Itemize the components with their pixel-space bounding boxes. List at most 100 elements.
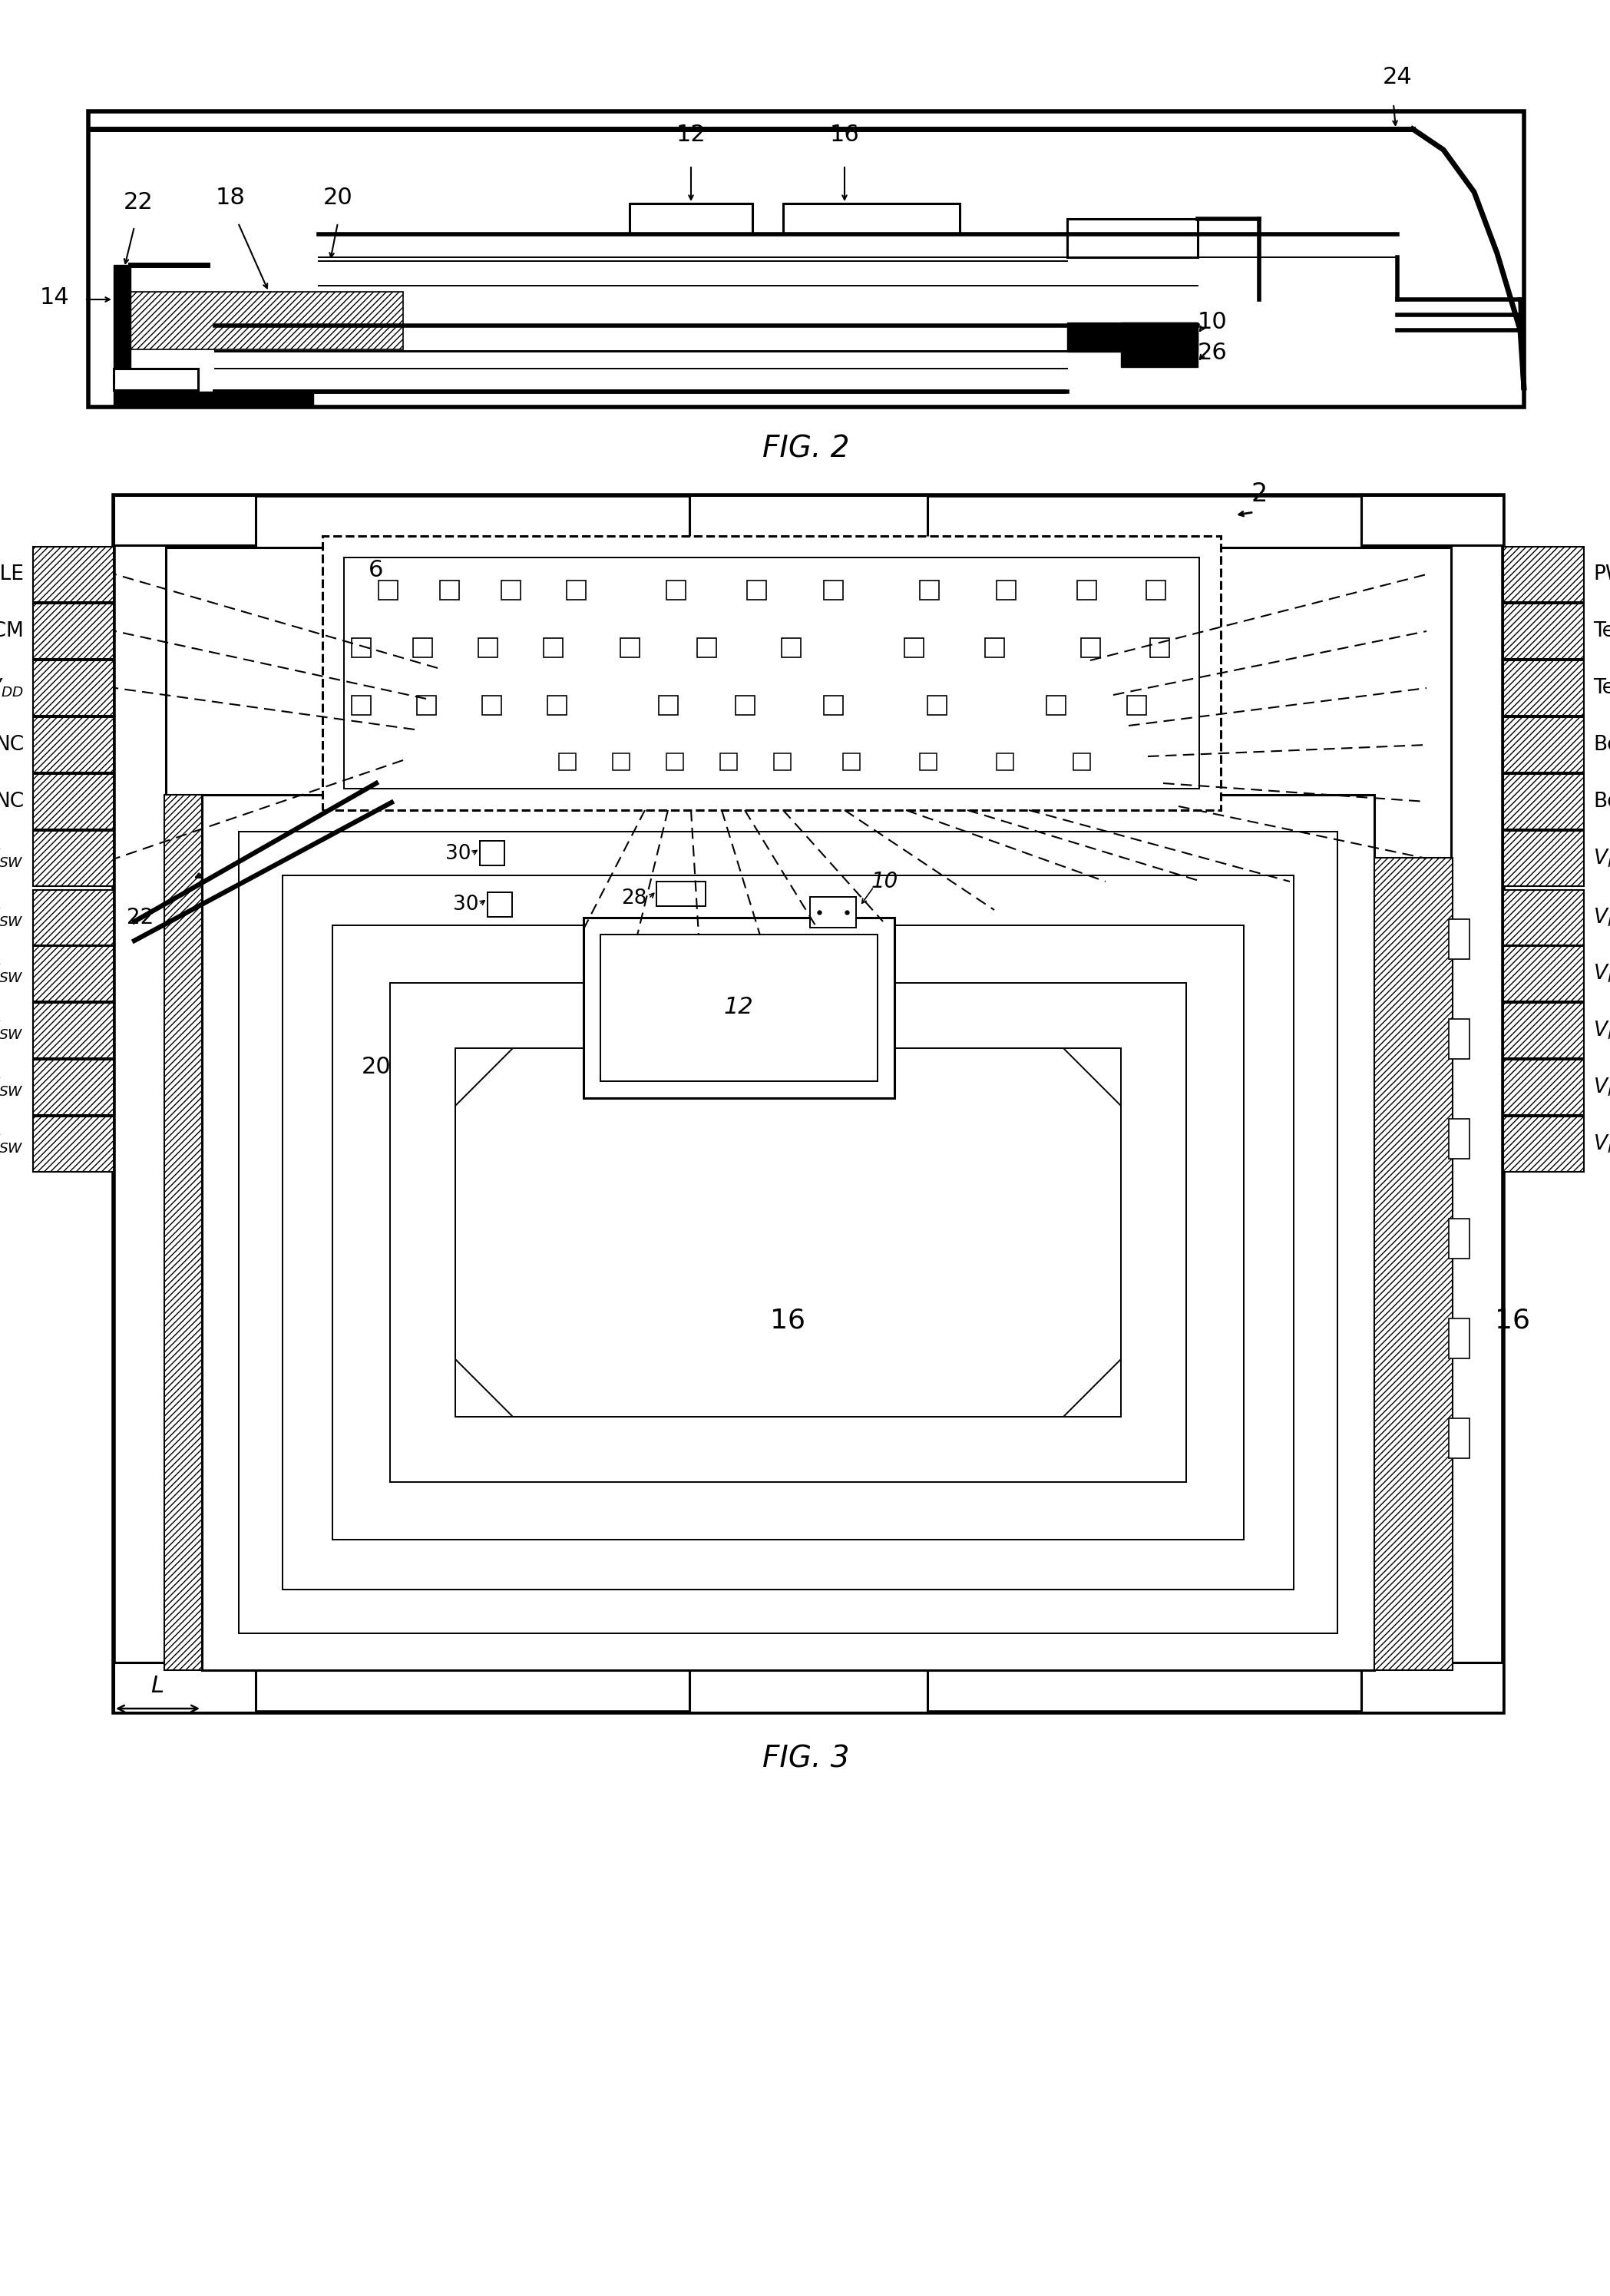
Bar — [985, 638, 1005, 657]
Bar — [456, 1049, 1121, 1417]
Bar — [34, 946, 114, 1001]
Bar — [774, 753, 791, 769]
Bar — [667, 753, 683, 769]
Bar — [997, 581, 1016, 599]
Text: FIG. 3: FIG. 3 — [763, 1745, 850, 1773]
Bar — [1504, 1003, 1584, 1058]
Bar — [844, 753, 860, 769]
Bar — [824, 696, 844, 714]
Bar — [1449, 918, 1470, 960]
Bar — [480, 840, 504, 866]
Bar — [1127, 696, 1146, 714]
Bar — [1360, 496, 1504, 544]
Text: $V_{IN}$: $V_{IN}$ — [1594, 907, 1610, 928]
Text: Boot_R: Boot_R — [1594, 792, 1610, 813]
Bar — [1121, 321, 1198, 367]
Bar — [166, 546, 1451, 1660]
Text: ENABLE: ENABLE — [0, 565, 24, 585]
Bar — [824, 581, 844, 599]
Bar — [1449, 1219, 1470, 1258]
Bar — [630, 204, 752, 234]
Bar — [1375, 859, 1452, 1669]
Bar — [919, 581, 939, 599]
Text: 6: 6 — [369, 558, 383, 581]
Text: 20: 20 — [361, 1056, 391, 1079]
Bar — [1150, 638, 1169, 657]
Bar — [478, 638, 497, 657]
Bar — [810, 898, 857, 928]
Bar — [114, 393, 314, 406]
Bar — [583, 918, 895, 1097]
Bar — [1504, 1116, 1584, 1171]
Bar — [89, 110, 1525, 406]
Bar — [164, 794, 201, 1669]
Bar — [1504, 604, 1584, 659]
Bar — [390, 983, 1187, 1481]
Text: 20: 20 — [324, 186, 353, 209]
Bar — [1449, 1419, 1470, 1458]
Text: 24: 24 — [1383, 67, 1412, 87]
Text: 14: 14 — [39, 287, 69, 310]
Text: $V_{SW}$: $V_{SW}$ — [0, 1077, 24, 1097]
Bar — [114, 496, 1504, 1713]
Bar — [658, 696, 678, 714]
Text: $V_{SW}$: $V_{SW}$ — [0, 1134, 24, 1155]
Bar — [601, 934, 877, 1081]
Bar — [567, 581, 586, 599]
Bar — [34, 774, 114, 829]
Bar — [1504, 716, 1584, 771]
Text: 26: 26 — [1198, 342, 1227, 365]
Text: 22: 22 — [124, 191, 153, 214]
Bar — [378, 581, 398, 599]
Text: FIG. 2: FIG. 2 — [763, 434, 850, 464]
Text: 10: 10 — [1198, 312, 1227, 333]
Bar — [1077, 581, 1096, 599]
Text: Test2: Test2 — [1594, 677, 1610, 698]
Text: $V_{IN}$: $V_{IN}$ — [1594, 962, 1610, 985]
Text: L: L — [151, 1674, 164, 1697]
Bar — [1504, 946, 1584, 1001]
Text: 12: 12 — [676, 124, 705, 147]
Bar — [927, 696, 947, 714]
Bar — [1074, 753, 1090, 769]
Text: 18: 18 — [216, 186, 245, 209]
Bar — [781, 638, 800, 657]
Bar — [720, 753, 737, 769]
Text: Test1: Test1 — [1594, 622, 1610, 641]
Bar — [667, 581, 686, 599]
Text: $V_{SW}$: $V_{SW}$ — [0, 1019, 24, 1042]
Bar — [322, 535, 1220, 810]
Polygon shape — [456, 1049, 1121, 1417]
Bar — [1449, 1118, 1470, 1159]
Text: 28: 28 — [621, 889, 647, 909]
Bar — [332, 925, 1245, 1541]
Bar — [547, 696, 567, 714]
Text: NC: NC — [0, 792, 24, 813]
Bar — [351, 638, 370, 657]
Bar — [620, 638, 639, 657]
Bar — [114, 1662, 256, 1713]
Text: $V_{IN}$: $V_{IN}$ — [1594, 847, 1610, 870]
Bar — [919, 753, 937, 769]
Bar — [997, 753, 1013, 769]
Bar — [1449, 1318, 1470, 1359]
Text: 2: 2 — [1251, 482, 1267, 507]
Bar — [345, 558, 1199, 788]
Bar — [1046, 696, 1066, 714]
Bar — [1504, 1061, 1584, 1116]
Bar — [114, 264, 130, 393]
Bar — [34, 716, 114, 771]
Bar — [905, 638, 924, 657]
Bar — [613, 753, 630, 769]
Text: 16: 16 — [1494, 1309, 1529, 1334]
Text: $V_{IN}$: $V_{IN}$ — [1594, 1077, 1610, 1097]
Text: $V_{IN}$: $V_{IN}$ — [1594, 1134, 1610, 1155]
Bar — [501, 581, 520, 599]
Bar — [201, 794, 1375, 1669]
Text: $V_{IN}$: $V_{IN}$ — [1594, 1019, 1610, 1042]
Bar — [544, 638, 564, 657]
Text: $V_{SW}$: $V_{SW}$ — [0, 907, 24, 928]
Bar — [488, 893, 512, 916]
Text: 16: 16 — [770, 1309, 805, 1334]
Text: $V_{SW}$: $V_{SW}$ — [0, 847, 24, 870]
